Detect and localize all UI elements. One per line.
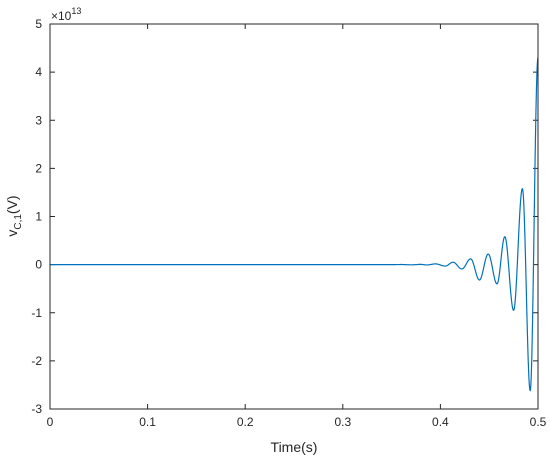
y-axis-multiplier-base: ×10 <box>51 9 72 23</box>
y-axis-multiplier: ×1013 <box>51 6 81 23</box>
y-tick-label: 2 <box>35 161 42 175</box>
y-axis-ticks: -3 -2 -1 0 1 2 3 4 5 <box>31 17 538 416</box>
y-tick-label: 3 <box>35 113 42 127</box>
series-layer <box>50 57 539 392</box>
y-tick-label: 4 <box>35 65 42 79</box>
x-tick-label: 0.5 <box>530 415 547 429</box>
y-axis-multiplier-exponent: 13 <box>71 6 81 16</box>
y-tick-label: -3 <box>31 402 42 416</box>
x-tick-label: 0 <box>47 415 54 429</box>
y-axis-label: vC,1(V) <box>4 195 24 236</box>
y-axis-label-subscript: C,1 <box>13 214 24 230</box>
x-axis-ticks: 0 0.1 0.2 0.3 0.4 0.5 <box>47 24 547 429</box>
y-tick-label: -1 <box>31 306 42 320</box>
x-axis-label: Time(s) <box>271 439 318 455</box>
plot-background <box>50 24 538 409</box>
x-tick-label: 0.2 <box>237 415 254 429</box>
y-axis-label-main: v <box>4 230 20 237</box>
y-tick-label: -2 <box>31 354 42 368</box>
x-tick-label: 0.1 <box>139 415 156 429</box>
plot-frame <box>49 23 539 410</box>
y-tick-label: 0 <box>35 258 42 272</box>
x-tick-label: 0.4 <box>432 415 449 429</box>
x-tick-label: 0.3 <box>334 415 351 429</box>
y-tick-label: 1 <box>35 210 42 224</box>
y-axis-label-suffix: (V) <box>4 195 20 214</box>
series-line-0 <box>50 57 539 392</box>
y-tick-label: 5 <box>35 17 42 31</box>
